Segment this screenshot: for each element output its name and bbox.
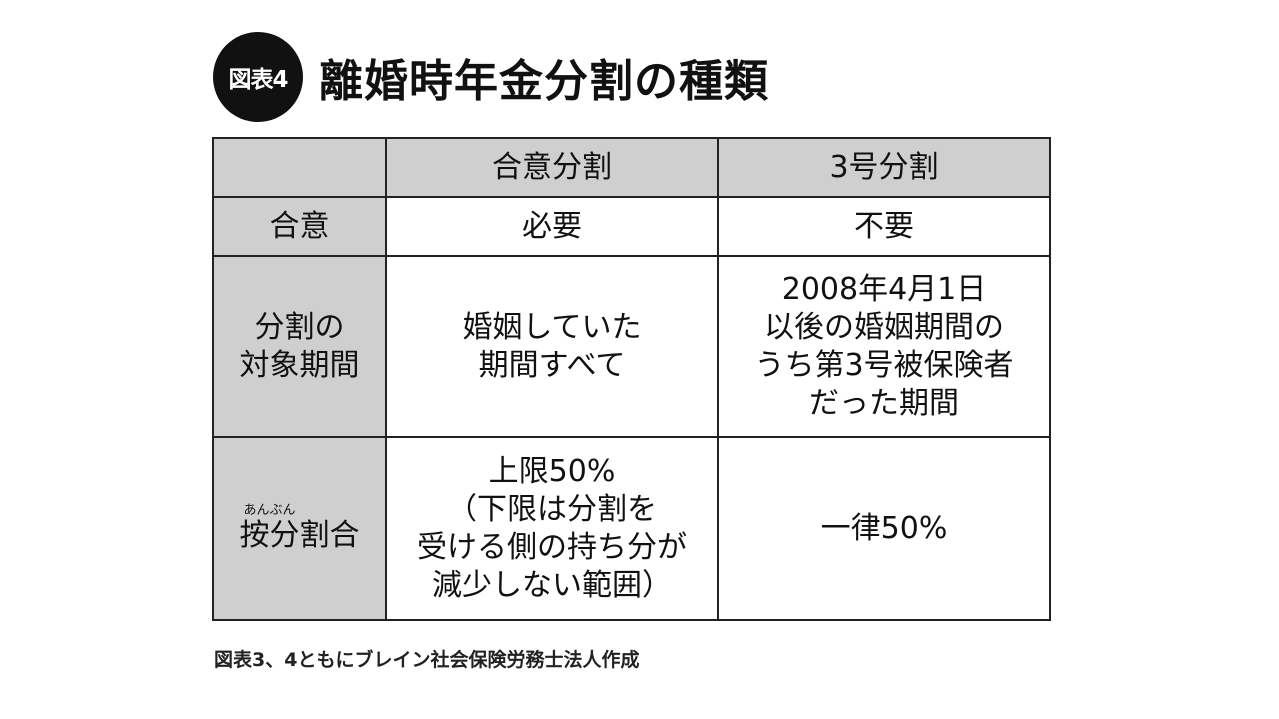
table-row: あんぶん 按分 割合 上限50% （下限は分割を 受ける側の持ち分が 減少しない…	[212, 436, 1051, 621]
table-row: 合意 必要 不要	[212, 196, 1051, 257]
row-label-division-ratio: あんぶん 按分 割合	[212, 436, 387, 621]
row-label-rest: 割合	[299, 517, 360, 553]
cell-ratio-agreement: 上限50% （下限は分割を 受ける側の持ち分が 減少しない範囲）	[385, 436, 719, 621]
page-title: 離婚時年金分割の種類	[319, 56, 769, 107]
pension-division-table: 合意分割 3号分割 合意 必要 不要 分割の 対象期間 婚姻していた 期間すべて…	[212, 137, 1051, 621]
text-line: 減少しない範囲）	[432, 567, 672, 603]
ruby-group: あんぶん 按分	[240, 503, 300, 555]
text-line: 受ける側の持ち分が	[417, 529, 687, 565]
text-line: 期間すべて	[478, 347, 626, 383]
text-line: 分割の	[254, 309, 345, 345]
cell-period-agreement: 婚姻していた 期間すべて	[385, 255, 719, 438]
source-caption: 図表3、4ともにブレイン社会保険労務士法人作成	[214, 649, 640, 671]
text-line: 婚姻していた	[462, 309, 642, 345]
text-line: 以後の婚姻期間の	[764, 309, 1004, 345]
furigana-reading: あんぶん	[243, 502, 296, 518]
row-label-target-period: 分割の 対象期間	[212, 255, 387, 438]
row-label-agreement: 合意	[212, 196, 387, 257]
text-line: だった期間	[809, 385, 959, 421]
figure-title-row: 図表4 離婚時年金分割の種類	[213, 32, 769, 122]
cell-agreement-required: 必要	[385, 196, 719, 257]
header-blank-cell	[212, 137, 387, 198]
table-row: 分割の 対象期間 婚姻していた 期間すべて 2008年4月1日 以後の婚姻期間の…	[212, 255, 1051, 438]
table-header-row: 合意分割 3号分割	[212, 137, 1051, 198]
figure-number-badge: 図表4	[213, 32, 303, 122]
text-line: 対象期間	[239, 347, 360, 383]
text-line: 2008年4月1日	[781, 271, 987, 307]
cell-period-no3: 2008年4月1日 以後の婚姻期間の うち第3号被保険者 だった期間	[717, 255, 1051, 438]
text-line: 上限50%	[488, 453, 616, 489]
cell-ratio-no3: 一律50%	[717, 436, 1051, 621]
ruby-base: 按分	[239, 517, 300, 553]
cell-agreement-not-required: 不要	[717, 196, 1051, 257]
header-agreement-division: 合意分割	[385, 137, 719, 198]
text-line: うち第3号被保険者	[754, 347, 1014, 383]
text-line: （下限は分割を	[447, 491, 657, 527]
header-no3-division: 3号分割	[717, 137, 1051, 198]
